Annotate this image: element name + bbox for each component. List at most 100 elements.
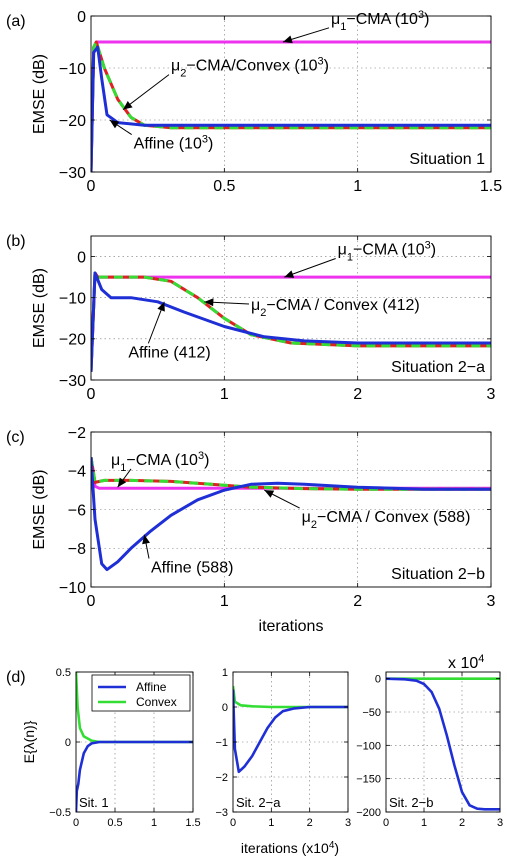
annotation-mu2: μ2−CMA / Convex (588) — [302, 509, 471, 531]
annotation-end: ) — [431, 242, 436, 259]
annotation-mu2: μ2−CMA / Convex (412) — [251, 297, 420, 319]
annotation-subscript: 1 — [347, 252, 353, 264]
annotation-end: ) — [208, 136, 213, 153]
annotation-mu1: μ1−CMA (103) — [338, 240, 436, 264]
situation-label: Situation 1 — [409, 151, 485, 168]
y-axis-label: EMSE (dB) — [31, 54, 48, 134]
x-tick-label: 1 — [421, 817, 427, 829]
annotation-prefix: μ — [302, 509, 311, 526]
x-tick-label: 2 — [353, 386, 362, 403]
x-axis-label-superscript: 4 — [329, 840, 335, 851]
x-tick-label: 0.5 — [107, 817, 122, 829]
x-axis-label-text: iterations (x10 — [241, 840, 329, 856]
legend-label: Affine — [136, 680, 167, 694]
x-tick-label: 0 — [383, 817, 389, 829]
y-tick-label: −10 — [59, 61, 86, 78]
y-tick-label: −8 — [68, 541, 86, 558]
y-tick-label: 0 — [77, 9, 86, 26]
x-tick-label: 3 — [487, 386, 496, 403]
series-line-convex — [91, 271, 491, 372]
annotation-superscript: 3 — [318, 56, 324, 68]
y-tick-label: −3 — [215, 807, 228, 819]
x-tick-label: 1 — [220, 386, 229, 403]
annotation-text: Affine (412) — [128, 344, 210, 361]
annotation-subscript: 1 — [120, 462, 126, 474]
y-tick-label: −6 — [68, 502, 86, 519]
panel-label: (c) — [6, 429, 25, 446]
y-axis-label: EMSE (dB) — [31, 268, 48, 348]
situation-label: Sit. 2−a — [236, 795, 281, 810]
y-tick-label: −10 — [59, 580, 86, 597]
x-axis-label-end: ) — [334, 840, 339, 856]
x-axis-label: iterations — [259, 618, 324, 635]
series-line-convex — [233, 685, 348, 709]
annotation-prefix: μ — [251, 297, 260, 314]
panel-c: 0 1 2 3 −10 −8 −6 −4 −2 (c) EMSE (dB) Situation 2−b… — [6, 425, 496, 672]
situation-label: Sit. 2−b — [389, 795, 433, 810]
legend-box — [91, 674, 191, 712]
x-tick-label: 2 — [353, 593, 362, 610]
y-tick-label: −0.5 — [49, 807, 71, 819]
axes-frame — [90, 15, 492, 173]
annotation-affine: Affine (103) — [134, 134, 214, 153]
y-tick-label: −150 — [356, 774, 381, 786]
annotation-superscript: 3 — [202, 134, 208, 146]
series-line-affine — [76, 740, 193, 812]
series-group — [233, 685, 348, 774]
x-tick-label: 0.5 — [213, 178, 235, 195]
x-tick-label: 1.5 — [185, 817, 200, 829]
annotation-arrowhead — [157, 301, 165, 312]
annotation-text: −CMA/Convex (10 — [186, 58, 317, 75]
x-tick-label: 0 — [73, 817, 79, 829]
y-tick-label: 0 — [222, 702, 228, 714]
annotation-arrowhead — [123, 100, 133, 110]
situation-label: Situation 2−b — [391, 566, 485, 583]
annotation-arrowhead — [109, 120, 120, 129]
x-tick-label: 1.5 — [480, 178, 502, 195]
annotation-text: −CMA / Convex (588) — [317, 509, 470, 526]
annotation-arrowhead — [117, 477, 127, 488]
annotation-affine: Affine (588) — [151, 559, 233, 576]
annotation-arrow-line — [122, 74, 170, 110]
x-tick-label: 1 — [268, 817, 274, 829]
x-tick-label: 2 — [459, 817, 465, 829]
x-multiplier: x 104 — [448, 653, 484, 672]
y-tick-label: 0 — [65, 737, 71, 749]
annotation-subscript: 1 — [340, 21, 346, 33]
series-group — [386, 677, 500, 811]
axes-frame — [385, 671, 501, 813]
x-tick-label: 3 — [345, 817, 351, 829]
series-line-affine — [386, 677, 500, 811]
x-tick-label: 1 — [353, 178, 362, 195]
annotation-subscript: 2 — [180, 68, 186, 80]
x-tick-label: 0 — [87, 386, 96, 403]
panel-b: 0 1 2 3 −30 −20 −10 0 (b) EMSE (dB) Situation 2−a μ… — [6, 233, 496, 403]
series-group — [91, 456, 491, 572]
annotation-end: ) — [204, 452, 209, 469]
x-tick-label: 0 — [87, 593, 96, 610]
series-group — [76, 672, 193, 812]
annotation-arrowhead — [283, 35, 293, 44]
series-line-affine — [91, 271, 491, 372]
annotation-mu1: μ1−CMA (103) — [111, 450, 209, 474]
situation-label: Sit. 1 — [79, 795, 109, 810]
y-tick-label: 0.5 — [56, 667, 71, 679]
annotation-arrow-line — [284, 258, 336, 278]
panel-label: (d) — [6, 669, 26, 686]
annotation-affine: Affine (412) — [128, 344, 210, 361]
annotation-prefix: μ — [331, 11, 340, 28]
x-tick-label: 2 — [307, 817, 313, 829]
y-tick-label: −4 — [68, 464, 86, 481]
annotation-mu1: μ1−CMA (103) — [331, 9, 429, 33]
x-multiplier-exponent: 4 — [478, 653, 484, 665]
axes-frame — [232, 671, 349, 813]
series-line-convex — [91, 456, 491, 491]
y-tick-label: −100 — [356, 740, 381, 752]
x-tick-label: 1 — [151, 817, 157, 829]
annotation-arrowhead — [204, 298, 214, 307]
annotation-text: −CMA (10 — [346, 11, 418, 28]
y-tick-label: −20 — [59, 113, 86, 130]
y-axis-label: EMSE (dB) — [31, 469, 48, 549]
